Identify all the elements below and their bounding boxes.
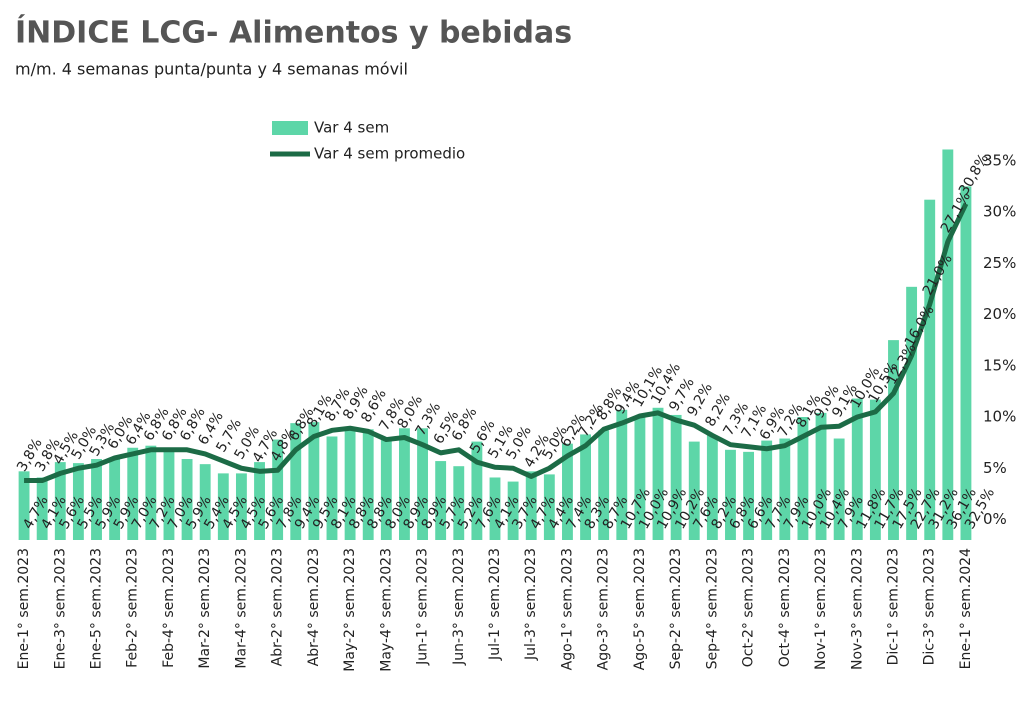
x-tick-label: Mar-4° sem.2023 [233, 548, 249, 669]
bar [688, 441, 700, 540]
legend-swatch [272, 121, 308, 135]
x-tick-label: Mar-2° sem.2023 [197, 548, 213, 669]
bar [525, 471, 537, 540]
chart-subtitle: m/m. 4 semanas punta/punta y 4 semanas m… [15, 60, 408, 79]
legend-label: Var 4 sem promedio [314, 145, 465, 163]
bar [199, 464, 211, 540]
x-tick-label: Abr-2° sem.2023 [270, 548, 286, 666]
x-tick-label: May-4° sem.2023 [378, 548, 394, 672]
y-tick-label: 20% [983, 305, 1016, 323]
bar [851, 398, 863, 540]
bar [471, 441, 483, 540]
x-tick-label: Oct-2° sem.2023 [741, 548, 757, 667]
bar [706, 435, 718, 540]
x-tick-label: Ene-5° sem.2023 [89, 548, 105, 669]
y-tick-label: 35% [983, 151, 1016, 169]
bar [72, 463, 84, 540]
bar [906, 286, 918, 540]
x-tick-label: Ago-5° sem.2023 [632, 548, 648, 670]
bar [344, 429, 356, 540]
y-tick-label: 30% [983, 203, 1016, 221]
bar [580, 434, 591, 540]
y-tick-label: 10% [983, 408, 1016, 426]
legend-label: Var 4 sem [314, 119, 389, 137]
x-tick-label: Ene-1° sem.2024 [958, 548, 974, 669]
chart-title: ÍNDICE LCG- Alimentos y bebidas [15, 15, 572, 51]
y-tick-label: 0% [983, 510, 1007, 528]
x-tick-label: Jul-3° sem.2023 [523, 548, 539, 661]
bar [435, 461, 447, 540]
x-tick-label: Abr-4° sem.2023 [306, 548, 322, 666]
bar [743, 451, 755, 540]
bar [109, 459, 121, 540]
data-label: 30,8% [956, 151, 992, 198]
bar [670, 414, 682, 540]
x-tick-label: Ene-3° sem.2023 [52, 548, 68, 669]
bar [217, 473, 229, 540]
x-tick-label: Oct-4° sem.2023 [777, 548, 793, 667]
x-tick-label: Jun-1° sem.2023 [415, 548, 431, 666]
x-tick-label: Ago-3° sem.2023 [596, 548, 612, 670]
bar [543, 474, 555, 540]
bar [326, 436, 338, 540]
bar [272, 439, 284, 540]
bar [181, 459, 193, 540]
bar [942, 149, 954, 540]
bar [797, 417, 809, 540]
bar [507, 481, 519, 540]
x-tick-label: Dic-1° sem.2023 [885, 548, 901, 665]
bar [145, 445, 157, 540]
y-tick-label: 15% [983, 356, 1016, 374]
bar [489, 477, 501, 540]
bar [417, 428, 428, 540]
bar [779, 438, 791, 540]
bar [54, 462, 66, 540]
bar [453, 466, 465, 540]
bar [163, 447, 175, 540]
y-tick-label: 25% [983, 254, 1016, 272]
bar [888, 340, 899, 540]
x-tick-label: Dic-3° sem.2023 [922, 548, 938, 665]
bar [634, 417, 646, 540]
x-tick-label: Feb-2° sem.2023 [125, 548, 141, 668]
line [24, 202, 969, 484]
bar [616, 409, 628, 540]
bar [833, 438, 845, 540]
bar [290, 423, 302, 540]
x-tick-label: Jul-1° sem.2023 [487, 548, 503, 661]
bar [924, 199, 936, 540]
bar [869, 399, 881, 540]
bar [127, 447, 139, 540]
bar [562, 443, 573, 540]
bar [91, 459, 102, 540]
bar [815, 412, 827, 540]
bar [254, 462, 265, 540]
bar [960, 186, 972, 540]
bar [235, 473, 247, 540]
bar [380, 437, 392, 540]
x-tick-label: Sep-2° sem.2023 [668, 548, 684, 669]
x-tick-label: Nov-1° sem.2023 [813, 548, 829, 670]
x-tick-label: Sep-4° sem.2023 [704, 548, 720, 669]
y-tick-label: 5% [983, 459, 1007, 477]
x-tick-label: May-2° sem.2023 [342, 548, 358, 672]
bar [598, 430, 610, 540]
x-tick-label: Feb-4° sem.2023 [161, 548, 177, 668]
bar [652, 407, 664, 540]
x-tick-label: Ene-1° sem.2023 [16, 548, 32, 669]
bar [18, 471, 30, 540]
bar [399, 428, 410, 540]
x-tick-label: Jun-3° sem.2023 [451, 548, 467, 666]
bar [725, 449, 736, 540]
bar [36, 477, 48, 540]
x-tick-label: Ago-1° sem.2023 [559, 548, 575, 670]
bar [362, 429, 374, 540]
bar [308, 422, 320, 540]
bar [761, 440, 773, 540]
x-tick-label: Nov-3° sem.2023 [849, 548, 865, 670]
